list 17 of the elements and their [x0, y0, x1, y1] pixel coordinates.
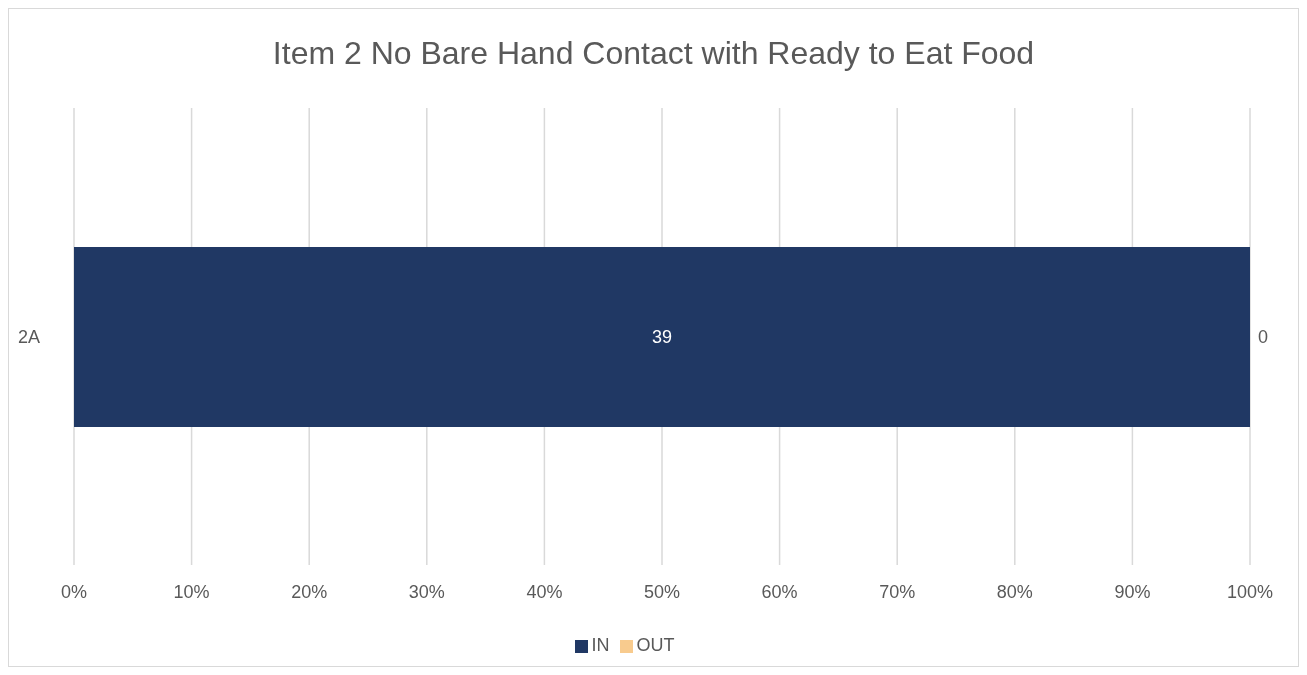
- x-tick-label: 80%: [996, 581, 1033, 602]
- x-tick-label: 30%: [408, 581, 445, 602]
- x-tick-label: 0%: [60, 581, 88, 602]
- x-tick-label: 20%: [291, 581, 328, 602]
- x-tick-label: 60%: [761, 581, 798, 602]
- x-tick-label: 40%: [526, 581, 563, 602]
- x-tick-label: 90%: [1114, 581, 1151, 602]
- legend-label: IN: [591, 635, 610, 655]
- annotation: 39: [651, 326, 673, 347]
- legend-label: OUT: [636, 635, 675, 655]
- chart-title: Item 2 No Bare Hand Contact with Ready to Eat Food: [271, 33, 1036, 73]
- x-tick-label: 50%: [643, 581, 681, 602]
- x-tick-label: 70%: [879, 581, 916, 602]
- x-tick-label: 10%: [173, 581, 210, 602]
- annotation: 0: [1258, 326, 1269, 347]
- x-tick-label: 100%: [1226, 581, 1274, 602]
- y-tick-label: 2A: [18, 326, 41, 347]
